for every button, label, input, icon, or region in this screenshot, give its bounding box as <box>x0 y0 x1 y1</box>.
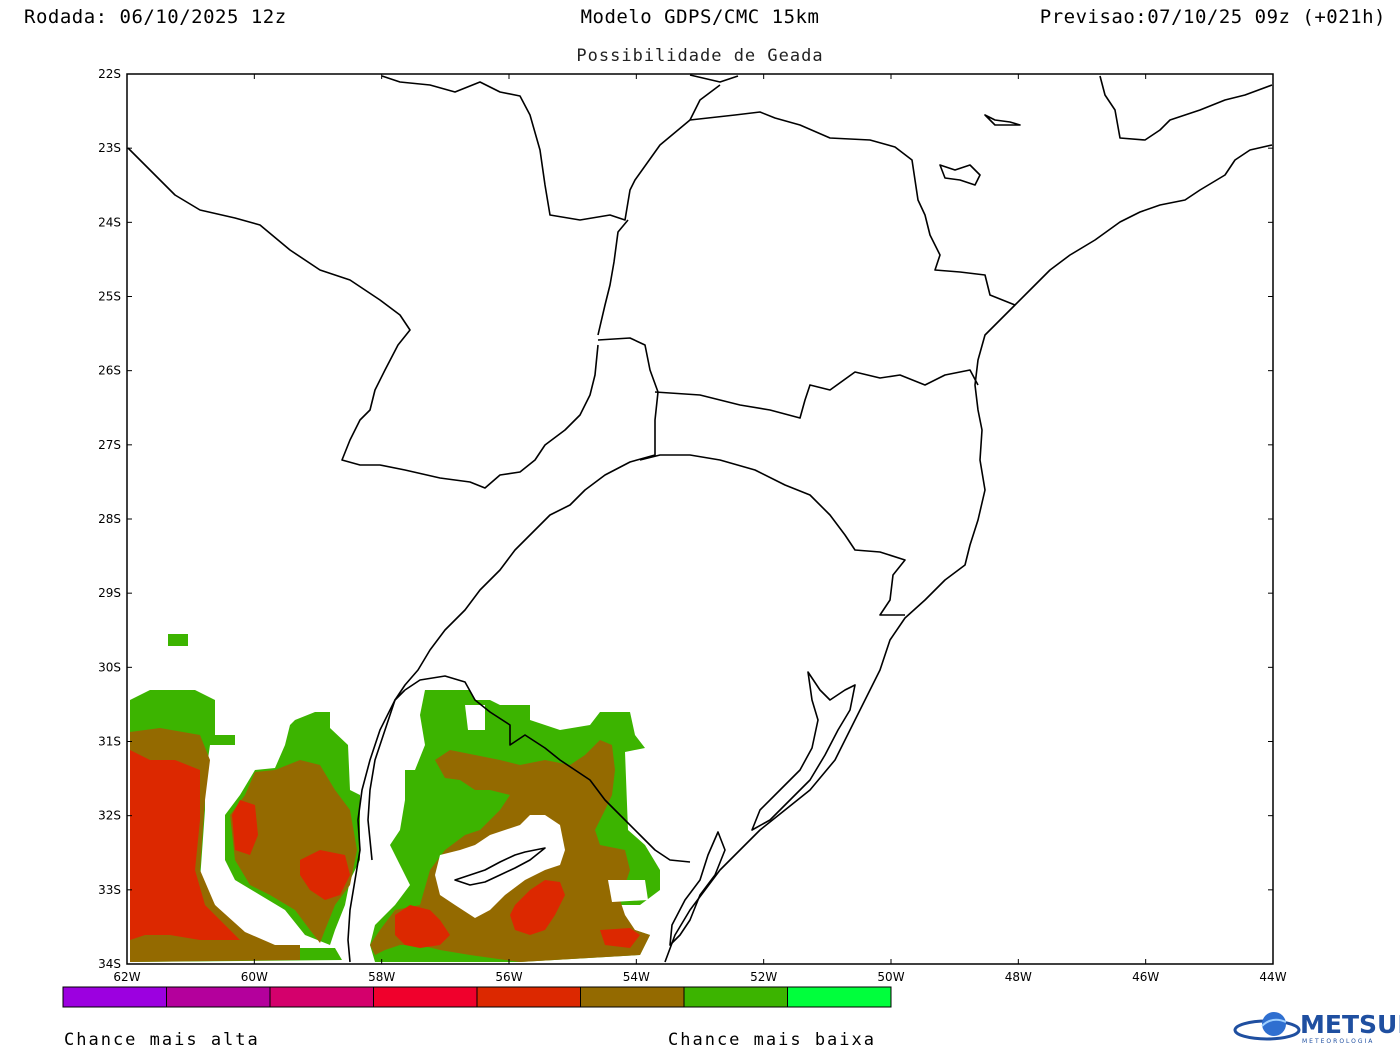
lat-label-25S: 25S <box>98 290 121 304</box>
lat-label-30S: 30S <box>98 660 121 674</box>
lon-label-54W: 54W <box>623 970 650 984</box>
field-gap-3 <box>465 705 485 730</box>
legend-swatch <box>476 986 581 1008</box>
legend-swatch <box>683 986 788 1008</box>
lon-label-46W: 46W <box>1132 970 1159 984</box>
lagoa-dos-patos <box>751 671 856 831</box>
legend-swatch <box>580 986 685 1008</box>
legend-swatch <box>787 986 892 1008</box>
lat-label-24S: 24S <box>98 215 121 229</box>
run-time-label: Rodada: 06/10/2025 12z <box>24 6 287 28</box>
model-title: Modelo GDPS/CMC 15km <box>580 6 820 28</box>
metsul-logo: METSUL METEOROLOGIA <box>1232 1008 1400 1050</box>
border-paraguay-brazil <box>381 75 1016 306</box>
coastline <box>664 144 1273 963</box>
legend-label-high: Chance mais alta <box>64 1030 260 1050</box>
river-plate-inner <box>454 847 546 886</box>
logo-wordmark: METSUL <box>1300 1010 1400 1039</box>
lon-label-56W: 56W <box>495 970 522 984</box>
lat-label-23S: 23S <box>98 141 121 155</box>
field-red-west <box>130 750 240 940</box>
lagoa-mirim <box>669 831 726 946</box>
frost-field <box>130 634 660 962</box>
logo-subtext: METEOROLOGIA <box>1302 1038 1375 1045</box>
lon-label-58W: 58W <box>368 970 395 984</box>
lon-label-50W: 50W <box>877 970 904 984</box>
lat-label-33S: 33S <box>98 883 121 897</box>
lat-label-29S: 29S <box>98 586 121 600</box>
lat-label-27S: 27S <box>98 438 121 452</box>
lon-ticks <box>126 74 1274 964</box>
border-sc-pr <box>654 369 979 419</box>
border-misiones <box>347 337 659 963</box>
lon-label-62W: 62W <box>113 970 140 984</box>
boundaries <box>127 74 1273 963</box>
border-paraguay-argentina <box>127 147 599 489</box>
legend-swatch <box>373 986 478 1008</box>
lat-label-28S: 28S <box>98 512 121 526</box>
lat-label-22S: 22S <box>98 67 121 81</box>
forecast-time-label: Previsao:07/10/25 09z (+021h) <box>1039 6 1386 28</box>
legend-label-low: Chance mais baixa <box>668 1030 876 1050</box>
lon-labels: 62W 60W 58W 56W 54W 52W 50W 48W 46W 44W <box>113 970 1286 984</box>
border-rs-sc <box>639 454 906 616</box>
lon-label-44W: 44W <box>1259 970 1286 984</box>
lat-label-31S: 31S <box>98 735 121 749</box>
field-gap-1 <box>435 815 565 918</box>
lat-ticks <box>127 73 1273 965</box>
border-uruguay-brazil <box>404 675 691 863</box>
field-red-mid <box>232 800 350 900</box>
lat-label-34S: 34S <box>98 957 121 971</box>
lon-label-60W: 60W <box>241 970 268 984</box>
map-subtitle: Possibilidade de Geada <box>576 46 824 66</box>
border-mato-grosso <box>689 74 739 121</box>
lat-label-26S: 26S <box>98 364 121 378</box>
lon-label-52W: 52W <box>750 970 777 984</box>
lon-label-48W: 48W <box>1005 970 1032 984</box>
lat-labels: 22S 23S 24S 25S 26S 27S 28S 29S 30S 31S 32S 33S 34S <box>98 67 121 971</box>
field-red-east <box>395 880 640 948</box>
field-green-dot <box>168 634 188 646</box>
legend-swatch <box>269 986 374 1008</box>
river-parana-north <box>597 219 629 336</box>
legend-swatch <box>62 986 167 1008</box>
coast-se-north <box>1099 75 1273 141</box>
field-gap-2 <box>608 880 648 902</box>
legend-swatch <box>166 986 271 1008</box>
globe-icon <box>1233 1012 1301 1041</box>
border-uruguay-west <box>367 689 406 861</box>
coast-se-islands <box>939 114 1021 186</box>
legend-colorbar <box>62 986 892 1008</box>
lat-label-32S: 32S <box>98 809 121 823</box>
